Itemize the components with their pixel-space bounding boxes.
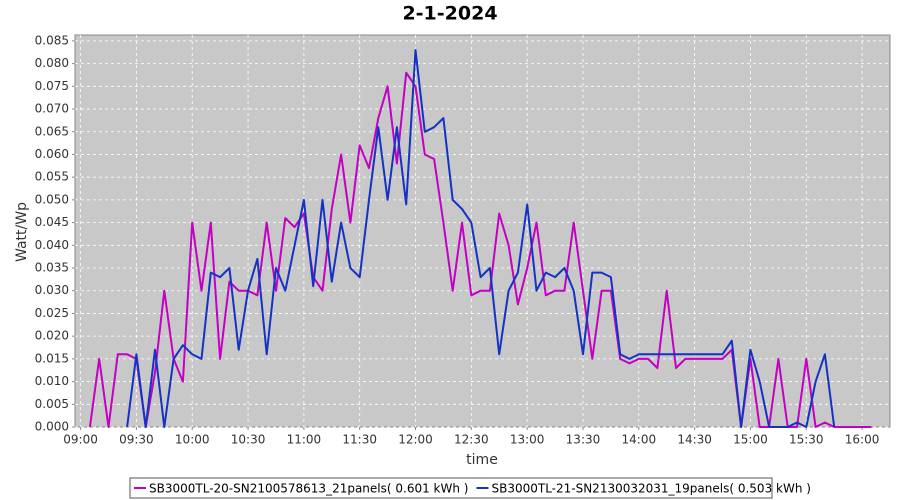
- y-tick-label: 0.050: [35, 192, 69, 206]
- y-axis-label: Watt/Wp: [14, 202, 30, 262]
- y-tick-label: 0.025: [35, 306, 69, 320]
- x-tick-label: 09:30: [119, 433, 154, 447]
- legend-label: SB3000TL-21-SN2130032031_19panels( 0.503…: [491, 482, 810, 496]
- x-tick-label: 13:30: [566, 433, 601, 447]
- x-tick-label: 15:00: [733, 433, 768, 447]
- y-tick-label: 0.020: [35, 329, 69, 343]
- y-tick-label: 0.080: [35, 56, 69, 70]
- x-tick-label: 11:30: [342, 433, 377, 447]
- legend: SB3000TL-20-SN2100578613_21panels( 0.601…: [134, 482, 811, 496]
- y-tick-label: 0.015: [35, 351, 69, 365]
- y-tick-label: 0.070: [35, 102, 69, 116]
- x-tick-label: 13:00: [510, 433, 545, 447]
- x-tick-label: 14:00: [622, 433, 657, 447]
- y-tick-label: 0.005: [35, 397, 69, 411]
- y-tick-label: 0.030: [35, 283, 69, 297]
- y-tick-label: 0.085: [35, 33, 69, 47]
- legend-label: SB3000TL-20-SN2100578613_21panels( 0.601…: [149, 482, 468, 496]
- x-tick-label: 11:00: [287, 433, 322, 447]
- x-tick-label: 10:00: [175, 433, 210, 447]
- x-tick-label: 12:00: [398, 433, 433, 447]
- x-tick-label: 12:30: [454, 433, 489, 447]
- x-tick-label: 15:30: [789, 433, 824, 447]
- x-tick-label: 09:00: [63, 433, 98, 447]
- y-tick-label: 0.045: [35, 215, 69, 229]
- x-tick-label: 14:30: [677, 433, 712, 447]
- y-tick-label: 0.055: [35, 170, 69, 184]
- y-tick-label: 0.075: [35, 79, 69, 93]
- chart-title: 2-1-2024: [402, 3, 497, 25]
- y-tick-label: 0.010: [35, 374, 69, 388]
- plot-area: [74, 34, 891, 428]
- y-tick-label: 0.035: [35, 261, 69, 275]
- y-tick-label: 0.040: [35, 238, 69, 252]
- x-axis-label: time: [466, 452, 498, 468]
- y-tick-label: 0.000: [35, 420, 69, 434]
- legend-box: [129, 477, 773, 499]
- y-tick-label: 0.060: [35, 147, 69, 161]
- series-line: [126, 49, 836, 428]
- y-tick-label: 0.065: [35, 124, 69, 138]
- x-tick-label: 16:00: [845, 433, 880, 447]
- x-tick-label: 10:30: [231, 433, 266, 447]
